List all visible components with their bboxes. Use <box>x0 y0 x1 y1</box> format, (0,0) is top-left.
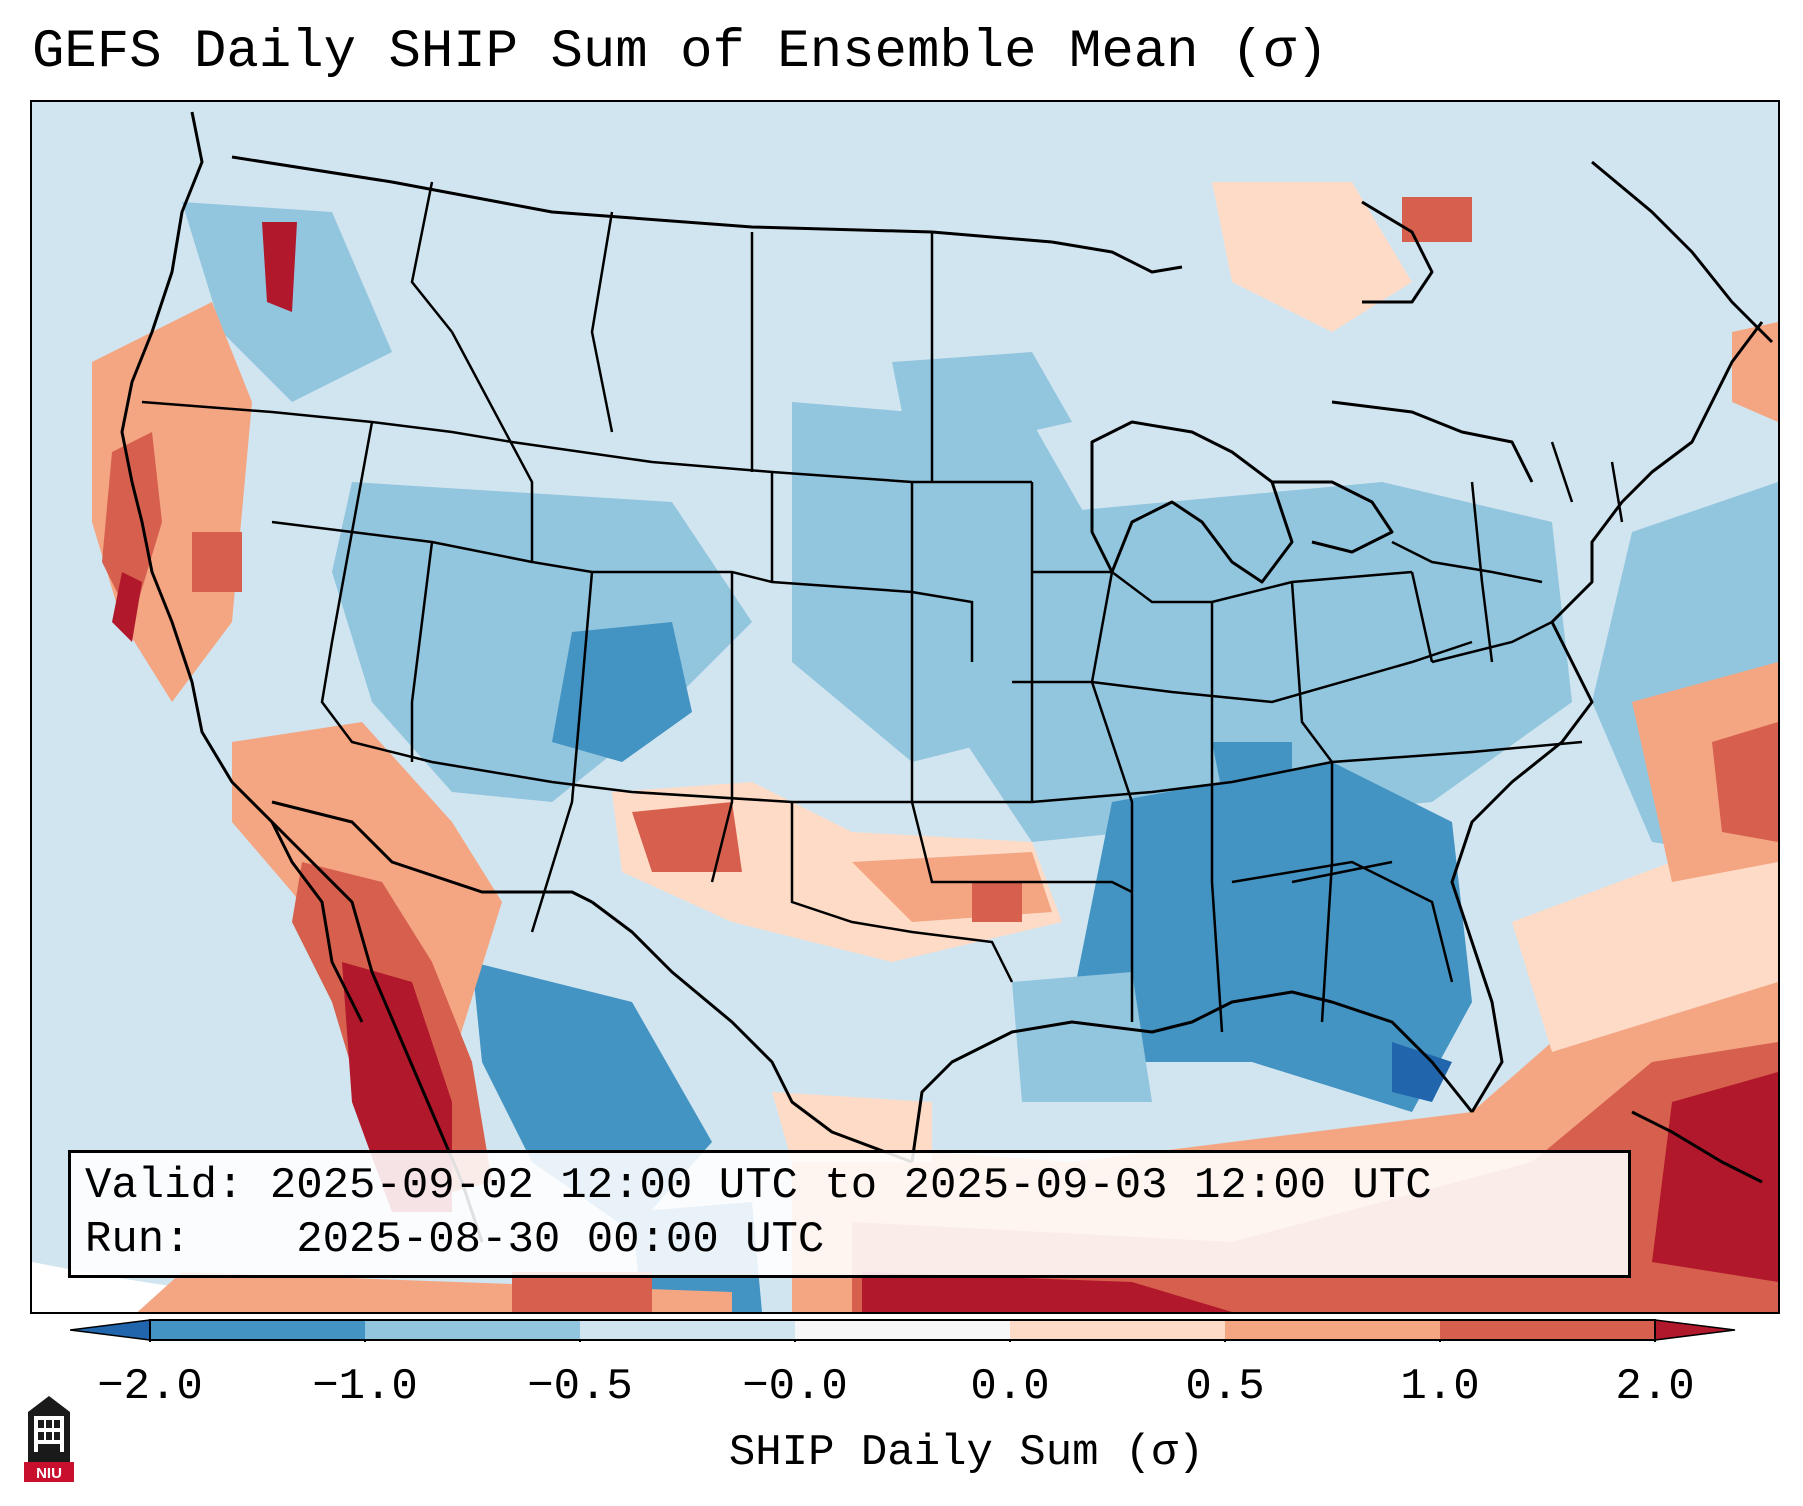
run-label: Run: <box>85 1215 191 1265</box>
colorbar-bin <box>150 1320 365 1340</box>
gulf-coast <box>910 990 1474 1163</box>
us-canada-border <box>231 155 1053 244</box>
colorbar <box>70 1319 1736 1342</box>
anomaly-field <box>92 182 1778 1312</box>
logo-text: NIU <box>36 1465 62 1482</box>
colorbar-bin <box>1440 1320 1655 1340</box>
map-canvas <box>32 102 1778 1312</box>
valid-line: Valid: 2025-09-02 12:00 UTC to 2025-09-0… <box>85 1159 1614 1213</box>
great-lakes <box>1090 420 1294 584</box>
colorbar-tick-label: −1.0 <box>312 1362 418 1412</box>
colorbar-tick-label: 2.0 <box>1615 1362 1695 1412</box>
colorbar-tick-label: 1.0 <box>1400 1362 1480 1412</box>
borders <box>120 111 1774 1243</box>
atlantic-coast <box>1450 321 1764 1113</box>
valid-value: 2025-09-02 12:00 UTC to 2025-09-03 12:00… <box>269 1161 1432 1211</box>
colorbar-outline <box>149 1319 1656 1341</box>
state-lines <box>141 181 1624 1033</box>
validity-info-box: Valid: 2025-09-02 12:00 UTC to 2025-09-0… <box>68 1150 1631 1278</box>
university-tower-icon <box>24 1396 74 1482</box>
colorbar-bin <box>580 1320 795 1340</box>
colorbar-over-extend <box>1654 1319 1736 1341</box>
valid-label: Valid: <box>85 1161 244 1211</box>
colorbar-bin <box>365 1320 580 1340</box>
colorbar-bin <box>1225 1320 1440 1340</box>
us-mexico-border <box>271 800 593 904</box>
run-line: Run: 2025-08-30 00:00 UTC <box>85 1213 1614 1267</box>
outside-domain <box>32 1262 403 1312</box>
run-value: 2025-08-30 00:00 UTC <box>296 1215 825 1265</box>
colorbar-tick-label: −2.0 <box>97 1362 203 1412</box>
map-panel <box>30 100 1780 1314</box>
pacific-coast <box>120 111 484 1243</box>
colorbar-tick-label: 0.5 <box>1185 1362 1265 1412</box>
caribbean-islands <box>1631 1110 1763 1184</box>
colorbar-tick-label: −0.5 <box>527 1362 633 1412</box>
colorbar-bin <box>1010 1320 1225 1340</box>
colorbar-under-extend <box>70 1319 151 1341</box>
colorbar-label: SHIP Daily Sum (σ) <box>728 1428 1205 1478</box>
rio-grande <box>591 900 913 1164</box>
colorbar-bin <box>795 1320 1010 1340</box>
colorbar-tick-label: 0.0 <box>970 1362 1050 1412</box>
colorbar-tick-label: −0.0 <box>742 1362 848 1412</box>
niu-logo: NIU <box>24 1396 74 1482</box>
map-title: GEFS Daily SHIP Sum of Ensemble Mean (σ) <box>32 22 1329 83</box>
